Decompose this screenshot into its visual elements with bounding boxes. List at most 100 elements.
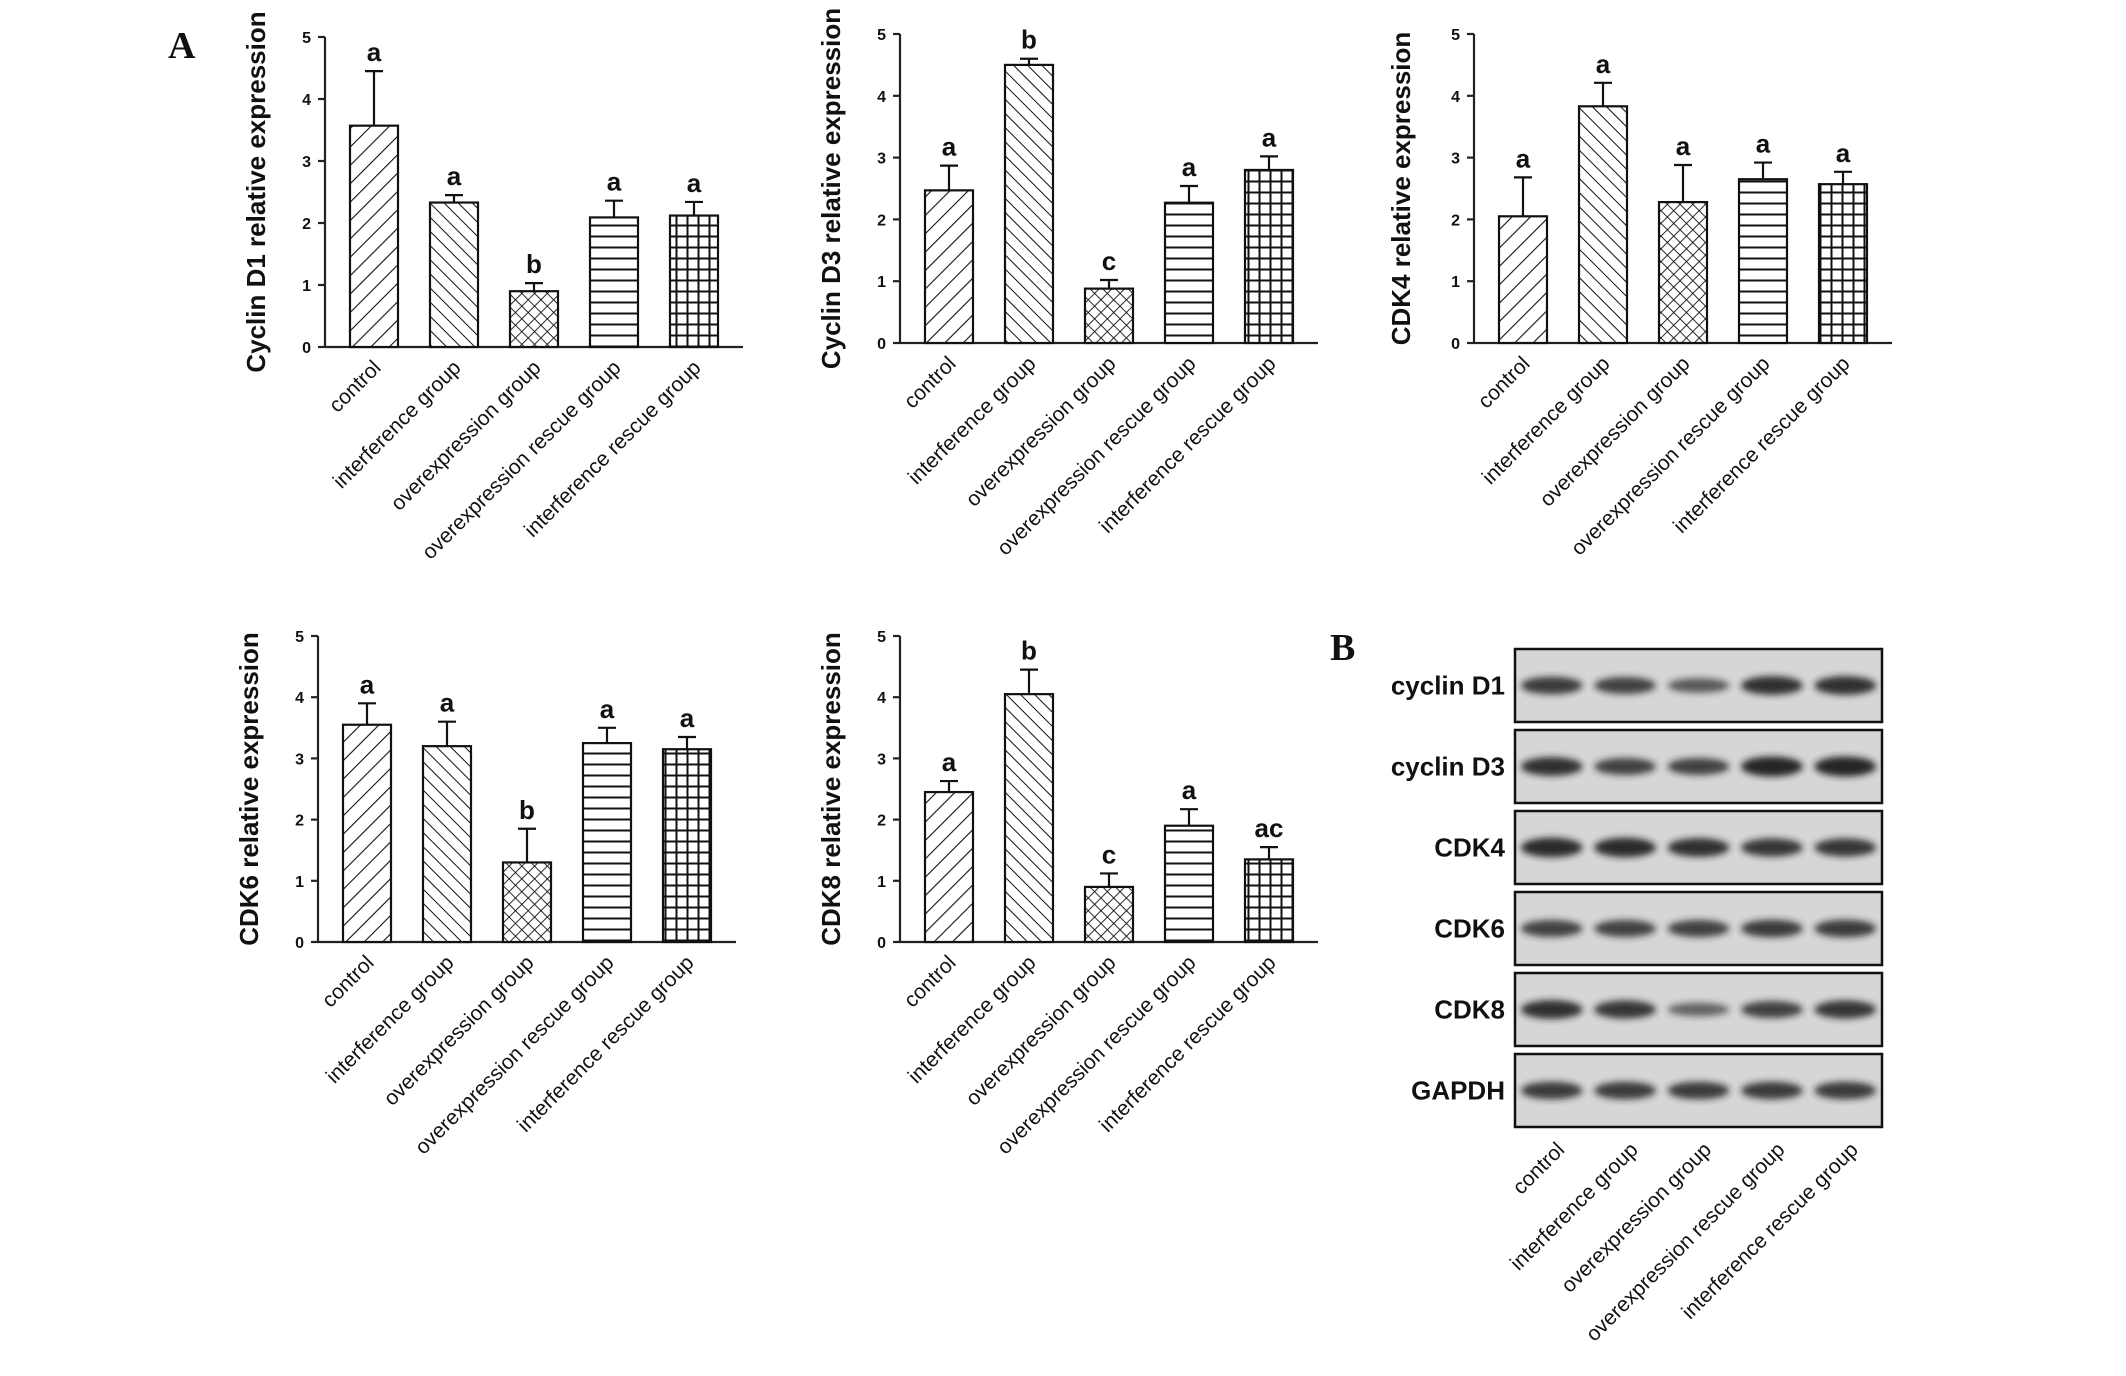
- significance-label: b: [1021, 25, 1037, 55]
- significance-label: a: [1516, 143, 1531, 173]
- y-tick-label: 3: [1451, 151, 1460, 168]
- blot-label-cyclin-d3: cyclin D3: [1391, 752, 1505, 782]
- y-tick-label: 4: [877, 89, 886, 106]
- y-tick-label: 1: [877, 274, 886, 291]
- band: [1594, 920, 1656, 937]
- significance-label: c: [1102, 839, 1116, 869]
- y-tick-label: 2: [877, 212, 886, 229]
- band: [1814, 676, 1877, 695]
- band: [1814, 756, 1877, 777]
- y-axis-label: CDK4 relative expression: [1386, 32, 1416, 346]
- band: [1594, 677, 1656, 694]
- y-tick-label: 3: [877, 751, 886, 768]
- y-tick-label: 1: [877, 874, 886, 891]
- band: [1520, 1081, 1583, 1100]
- y-tick-label: 2: [302, 216, 311, 233]
- y-axis-label: CDK6 relative expression: [234, 632, 264, 946]
- y-tick-label: 5: [295, 629, 304, 646]
- y-tick-label: 1: [295, 874, 304, 891]
- blot-label-cdk8: CDK8: [1434, 995, 1505, 1025]
- band: [1520, 920, 1583, 937]
- panel-label-b: B: [1330, 627, 1355, 669]
- y-tick-label: 3: [877, 151, 886, 168]
- band: [1814, 1081, 1877, 1100]
- significance-label: a: [1182, 775, 1197, 805]
- significance-label: a: [1596, 49, 1611, 79]
- y-tick-label: 5: [302, 30, 311, 47]
- bar-overexpression-rescue-group: [581, 741, 633, 944]
- significance-label: a: [1756, 129, 1771, 159]
- band: [1741, 838, 1803, 857]
- category-label: overexpression group: [379, 951, 538, 1110]
- y-tick-label: 2: [295, 813, 304, 830]
- category-label: overexpression group: [961, 352, 1120, 511]
- y-tick-label: 0: [295, 935, 304, 952]
- band: [1520, 757, 1583, 776]
- y-tick-label: 4: [1451, 89, 1460, 106]
- bar-interference-group: [428, 201, 480, 349]
- y-axis-label: CDK8 relative expression: [816, 632, 846, 946]
- blot-lane-label: interference group: [1506, 1138, 1643, 1275]
- significance-label: a: [447, 161, 462, 191]
- band: [1667, 920, 1730, 937]
- band: [1814, 838, 1877, 857]
- bar-overexpression-group: [508, 290, 560, 349]
- y-tick-label: 5: [877, 629, 886, 646]
- band: [1594, 1081, 1656, 1100]
- significance-label: a: [600, 694, 615, 724]
- band: [1594, 1000, 1656, 1019]
- significance-label: b: [1021, 636, 1037, 666]
- significance-label: a: [942, 747, 957, 777]
- y-tick-label: 4: [295, 690, 304, 707]
- cyclin-d3-bar-chart: 0 1 2 3 4 5 Cyclin D3 relative expression a cont…: [816, 8, 1318, 560]
- band: [1520, 676, 1583, 695]
- category-label: control: [900, 352, 961, 413]
- blot-label-cdk6: CDK6: [1434, 914, 1505, 944]
- category-label: control: [318, 951, 379, 1012]
- band: [1667, 1081, 1730, 1100]
- y-axis-label: Cyclin D1 relative expression: [241, 11, 271, 372]
- category-label: control: [325, 356, 386, 417]
- western-blot: cyclin D1 cyclin D3 CDK4 CDK6 CDK8 GAPDH contr…: [1391, 647, 1884, 1346]
- y-tick-label: 4: [302, 92, 311, 109]
- bar-overexpression-group: [1083, 885, 1135, 944]
- bar-overexpression-rescue-group: [1163, 824, 1215, 944]
- y-tick-label: 5: [877, 27, 886, 44]
- band: [1814, 1000, 1877, 1019]
- band: [1667, 838, 1730, 857]
- significance-label: a: [942, 132, 957, 162]
- y-tick-label: 0: [877, 935, 886, 952]
- bar-interference-rescue-group: [668, 214, 720, 349]
- blot-lane-label: control: [1508, 1138, 1569, 1199]
- band: [1667, 678, 1730, 693]
- bar-interference-rescue-group: [1243, 168, 1295, 345]
- band: [1594, 758, 1656, 775]
- bar-interference-group: [1003, 63, 1055, 345]
- blot-lane-label: overexpression group: [1557, 1138, 1716, 1297]
- bar-control: [923, 189, 975, 345]
- category-label: overexpression group: [386, 356, 545, 515]
- category-label: overexpression group: [961, 951, 1120, 1110]
- significance-label: b: [519, 795, 535, 825]
- bar-interference-rescue-group: [1243, 858, 1295, 944]
- category-label: control: [900, 951, 961, 1012]
- panel-label-a: A: [168, 25, 196, 67]
- band: [1814, 919, 1877, 938]
- cyclin-d1-bar-chart: 0 1 2 3 4 5 Cyclin D1 relative expression a cont…: [241, 11, 743, 564]
- y-tick-label: 1: [302, 278, 311, 295]
- bar-interference-rescue-group: [661, 748, 713, 944]
- significance-label: a: [687, 168, 702, 198]
- bar-interference-group: [1003, 693, 1055, 944]
- significance-label: a: [680, 703, 695, 733]
- bar-interference-rescue-group: [1817, 183, 1869, 345]
- bar-overexpression-rescue-group: [588, 216, 640, 349]
- bar-overexpression-rescue-group: [1163, 201, 1215, 345]
- band: [1741, 676, 1803, 695]
- bar-control: [1497, 215, 1549, 345]
- band: [1741, 756, 1803, 777]
- blot-label-cyclin-d1: cyclin D1: [1391, 671, 1505, 701]
- bar-overexpression-rescue-group: [1737, 178, 1789, 345]
- y-tick-label: 2: [877, 813, 886, 830]
